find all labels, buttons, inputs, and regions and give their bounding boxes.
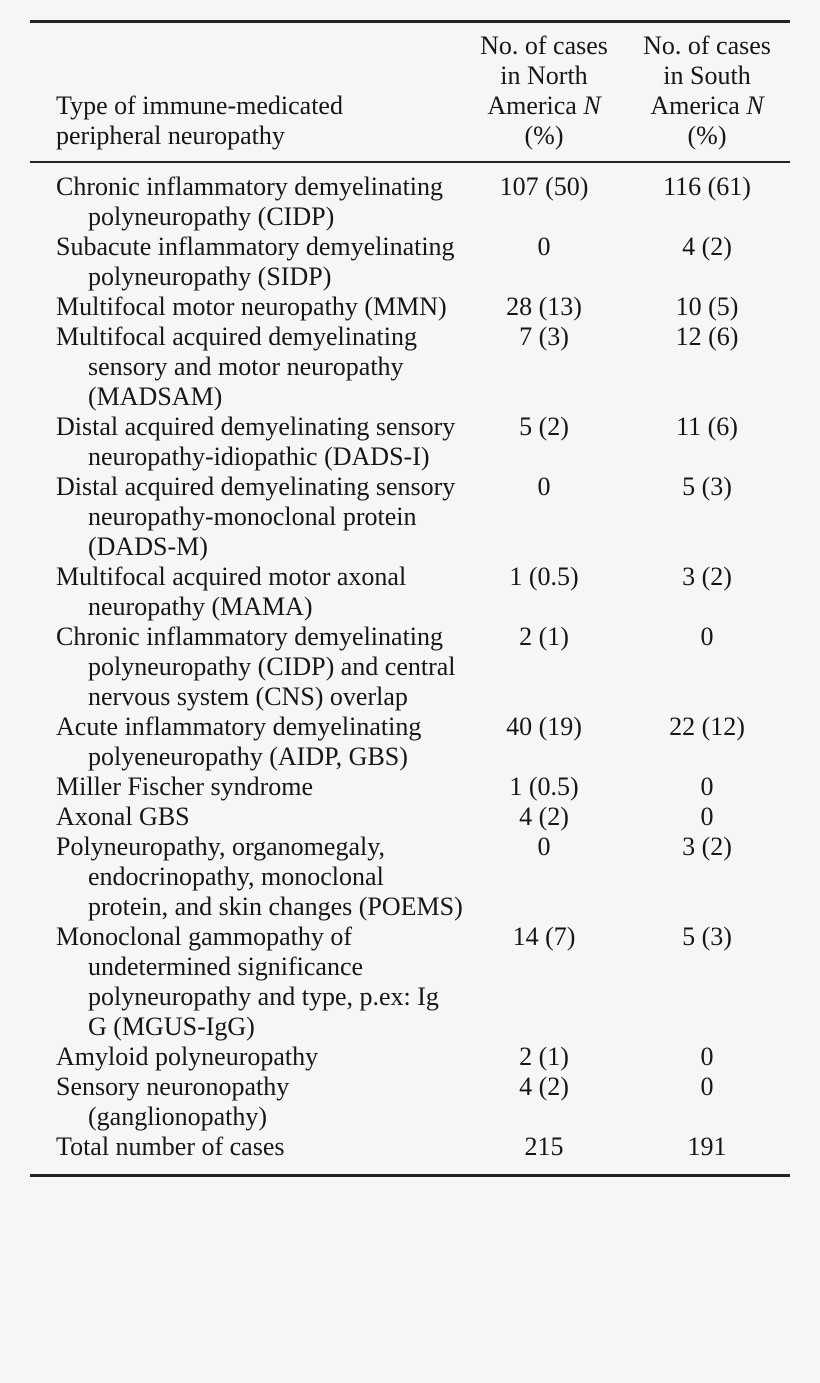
value-north-america: 2 (1) <box>519 1042 569 1071</box>
neuropathy-cases-table: Type of immune-medicated peripheral neur… <box>30 20 790 1177</box>
table-row-dads-m: Distal acquired demyelinating sensory ne… <box>30 472 790 562</box>
table-bottom-rule <box>30 1174 790 1177</box>
value-north-america: 40 (19) <box>506 712 582 741</box>
header-sa-line2: in South <box>663 60 751 90</box>
table-top-rule <box>30 20 790 23</box>
header-na-line1: No. of cases <box>480 30 608 60</box>
table-row-miller-fischer: Miller Fischer syndrome 1 (0.5) 0 <box>30 772 790 802</box>
table-row-mgus-igg: Monoclonal gammopathy of undetermined si… <box>30 922 790 1042</box>
value-north-america: 2 (1) <box>519 622 569 651</box>
value-south-america: 5 (3) <box>682 472 732 501</box>
table-row-madsam: Multifocal acquired demyelinating sensor… <box>30 322 790 412</box>
row-label: Multifocal motor neuropathy (MMN) <box>56 292 447 321</box>
value-south-america: 0 <box>700 1042 714 1071</box>
row-label: Amyloid polyneuropathy <box>56 1042 319 1071</box>
value-south-america: 3 (2) <box>682 562 732 591</box>
row-label: Monoclonal gammopathy of undetermined si… <box>56 922 439 1041</box>
row-label: Subacute inflammatory demyelinating poly… <box>56 232 455 291</box>
table-row-sidp: Subacute inflammatory demyelinating poly… <box>30 232 790 292</box>
value-south-america: 22 (12) <box>669 712 745 741</box>
header-type-column: Type of immune-medicated peripheral neur… <box>30 91 464 151</box>
row-label: Axonal GBS <box>56 802 190 831</box>
row-label: Distal acquired demyelinating sensory ne… <box>56 472 456 561</box>
value-south-america: 11 (6) <box>676 412 738 441</box>
value-south-america: 0 <box>700 802 714 831</box>
row-label: Polyneuropathy, organomegaly, endocrinop… <box>56 832 463 921</box>
row-label: Multifocal acquired motor axonal neuropa… <box>56 562 407 621</box>
value-south-america: 0 <box>700 622 714 651</box>
value-north-america: 1 (0.5) <box>509 562 579 591</box>
header-na-america: America <box>487 90 577 120</box>
header-sa-line1: No. of cases <box>643 30 771 60</box>
value-north-america: 5 (2) <box>519 412 569 441</box>
value-south-america: 0 <box>700 772 714 801</box>
row-label: Miller Fischer syndrome <box>56 772 314 801</box>
header-sa-n-symbol: N <box>746 90 764 120</box>
value-south-america: 116 (61) <box>663 172 751 201</box>
table-body: Chronic inflammatory demyelinating polyn… <box>30 163 790 1162</box>
table-row-axonal-gbs: Axonal GBS 4 (2) 0 <box>30 802 790 832</box>
row-label: Multifocal acquired demyelinating sensor… <box>56 322 417 411</box>
value-south-america: 12 (6) <box>675 322 739 351</box>
table-row-cidp-cns-overlap: Chronic inflammatory demyelinating polyn… <box>30 622 790 712</box>
value-north-america: 0 <box>537 832 551 861</box>
header-north-america-column: No. of cases in North America N (%) <box>464 31 624 151</box>
table-row-dads-i: Distal acquired demyelinating sensory ne… <box>30 412 790 472</box>
value-north-america: 28 (13) <box>506 292 582 321</box>
value-south-america: 3 (2) <box>682 832 732 861</box>
table-header-row: Type of immune-medicated peripheral neur… <box>30 23 790 161</box>
header-type-line1: Type of immune-medicated <box>56 90 343 120</box>
value-north-america: 1 (0.5) <box>509 772 579 801</box>
table-row-mama: Multifocal acquired motor axonal neuropa… <box>30 562 790 622</box>
header-sa-line3: America N <box>624 91 790 121</box>
table-row-poems: Polyneuropathy, organomegaly, endocrinop… <box>30 832 790 922</box>
value-south-america: 0 <box>700 1072 714 1101</box>
row-label: Chronic inflammatory demyelinating polyn… <box>56 172 444 231</box>
header-sa-line4: (%) <box>687 120 727 150</box>
header-south-america-column: No. of cases in South America N (%) <box>624 31 790 151</box>
header-na-line3: America N <box>464 91 624 121</box>
value-south-america-total: 191 <box>687 1132 727 1161</box>
header-type-line2: peripheral neuropathy <box>56 120 285 150</box>
value-south-america: 4 (2) <box>682 232 732 261</box>
value-north-america: 0 <box>537 232 551 261</box>
value-north-america-total: 215 <box>524 1132 564 1161</box>
table-row-amyloid: Amyloid polyneuropathy 2 (1) 0 <box>30 1042 790 1072</box>
header-na-line2: in North <box>500 60 588 90</box>
value-south-america: 5 (3) <box>682 922 732 951</box>
table-row-cidp: Chronic inflammatory demyelinating polyn… <box>30 172 790 232</box>
row-label: Chronic inflammatory demyelinating polyn… <box>56 622 456 711</box>
table-row-aidp-gbs: Acute inflammatory demyelinating polyene… <box>30 712 790 772</box>
header-na-n-symbol: N <box>583 90 601 120</box>
row-label: Distal acquired demyelinating sensory ne… <box>56 412 456 471</box>
value-north-america: 4 (2) <box>519 1072 569 1101</box>
value-north-america: 0 <box>537 472 551 501</box>
table-row-sensory-neuronopathy: Sensory neuronopathy (ganglionopathy) 4 … <box>30 1072 790 1132</box>
value-north-america: 4 (2) <box>519 802 569 831</box>
row-label-total: Total number of cases <box>56 1132 285 1161</box>
value-north-america: 14 (7) <box>512 922 576 951</box>
table-row-total: Total number of cases 215 191 <box>30 1132 790 1162</box>
header-na-line4: (%) <box>524 120 564 150</box>
table-row-mmn: Multifocal motor neuropathy (MMN) 28 (13… <box>30 292 790 322</box>
value-south-america: 10 (5) <box>675 292 739 321</box>
value-north-america: 107 (50) <box>499 172 589 201</box>
row-label: Sensory neuronopathy (ganglionopathy) <box>56 1072 290 1131</box>
row-label: Acute inflammatory demyelinating polyene… <box>56 712 422 771</box>
table-header-rule <box>30 160 790 163</box>
header-sa-america: America <box>650 90 740 120</box>
value-north-america: 7 (3) <box>519 322 569 351</box>
